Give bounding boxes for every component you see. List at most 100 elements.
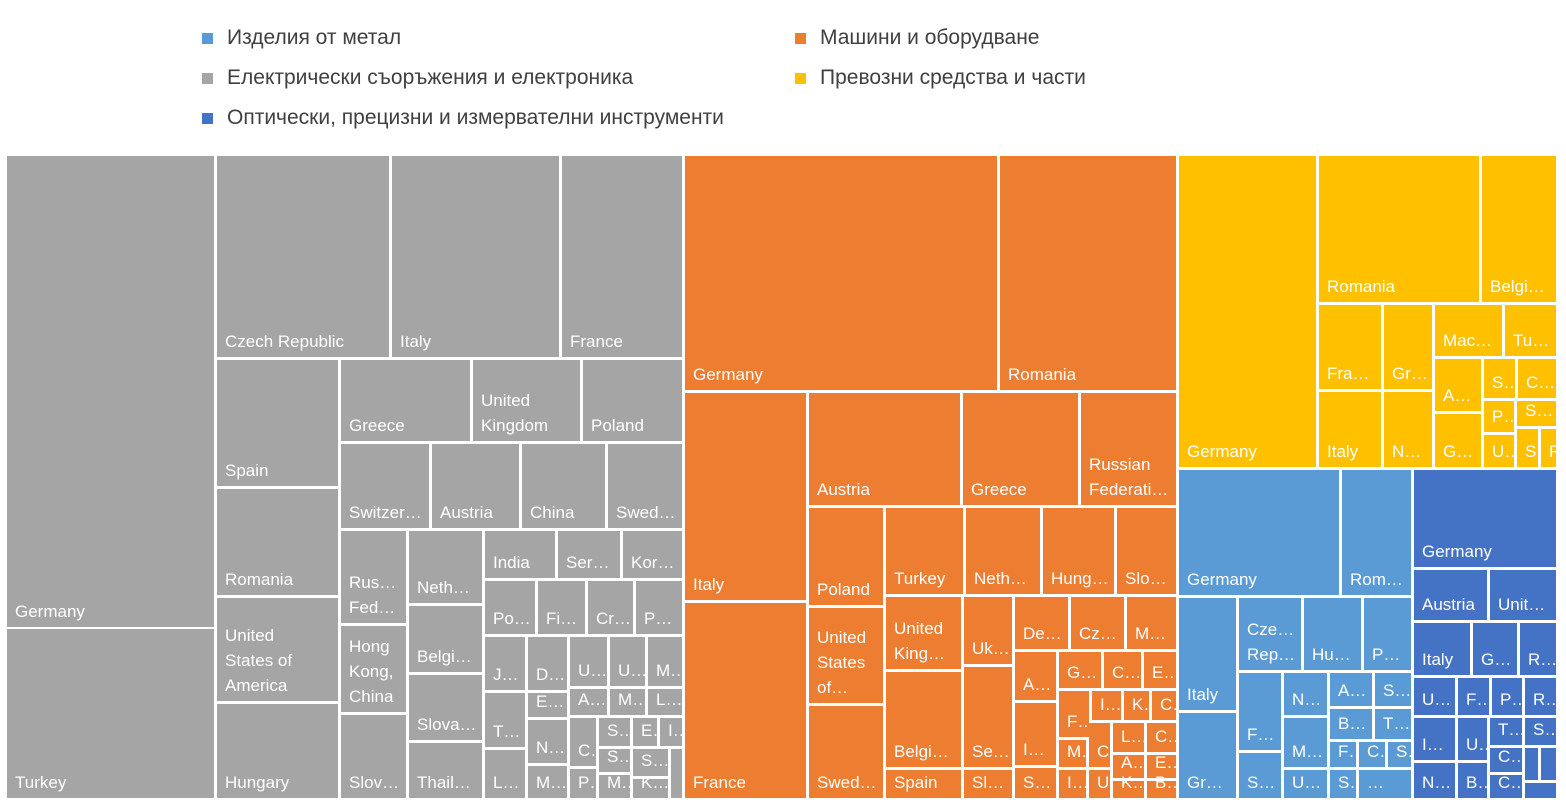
treemap-tile-ser [558,531,620,578]
treemap-tile-cz [1071,597,1124,649]
treemap-tile-n [1284,673,1327,715]
treemap-tile-m [648,637,682,686]
treemap-label-belgi: Belgi… [894,742,949,761]
treemap-tile-czech-republic [217,156,389,357]
treemap-tile-m [528,766,567,798]
treemap-label-poland: Poland [591,416,644,435]
treemap-tile-gr [1384,305,1432,389]
chart-legend: Изделия от метал Машини и оборудване Еле… [0,0,1566,150]
legend-label: Превозни средства и части [820,66,1086,89]
treemap-tile-a [1330,673,1372,706]
legend-item-vehicles: Превозни средства и части [795,63,1086,93]
treemap-tile-greece [341,360,470,441]
treemap-tile-e [1144,652,1176,688]
treemap-tile-sl [964,770,1012,798]
treemap-label-s: S… [607,747,635,766]
treemap-label-s: S… [1492,373,1520,392]
treemap-tile-a [1435,359,1481,411]
treemap-tile-p [1364,598,1411,670]
treemap-group-1: Germany Romania Italy France Austria Greece Ru… [685,156,1189,798]
treemap-tile-switzer [341,444,429,528]
treemap-tile-j [485,637,525,690]
treemap-label-china: China [530,503,575,522]
treemap-label-turkey: Turkey [15,773,67,792]
treemap-label-a: A… [1121,753,1149,772]
treemap-tile-n [1384,392,1432,467]
treemap-tile-a [570,689,607,715]
treemap-label-italy: Italy [1187,685,1219,704]
treemap-tile-u [610,637,645,686]
treemap-label-c: C… [1498,747,1527,766]
treemap-tile-swed [809,706,883,798]
treemap-label-g: G… [1067,663,1097,682]
legend-label: Изделия от метал [227,26,402,49]
treemap-label-s: S… [641,751,669,770]
treemap-tile-s [1330,770,1356,798]
treemap-tile-s [1484,359,1515,398]
legend-item-machines: Машини и оборудване [795,23,1039,53]
treemap-label-n: N… [1292,690,1321,709]
treemap-label-f: F… [1067,712,1094,731]
treemap-tile-s [1517,429,1538,467]
treemap-label-c: C… [1526,373,1555,392]
treemap-tile-cze-rep [1239,598,1301,670]
treemap-label-a: A… [1023,675,1051,694]
treemap-tile-n [1414,763,1455,798]
treemap-tile-l [1113,723,1144,752]
treemap-tile-c [1147,723,1176,752]
legend-swatch [795,72,806,84]
treemap-tile-spain [217,360,338,486]
treemap-label-neth: Neth… [417,578,470,597]
treemap-tile-austria [1414,570,1487,620]
treemap-label-e: E… [536,692,564,711]
treemap-tile-romania [1000,156,1176,390]
legend-swatch [202,32,213,44]
treemap-label-germany: Germany [1422,542,1492,561]
treemap-tile-italy [685,393,806,600]
legend-item-metal: Изделия от метал [202,23,401,53]
treemap-tile-united-kingdom [473,360,580,441]
treemap-label-u: U… [1292,773,1321,792]
treemap-tile-s [599,749,630,772]
treemap-label-spain: Spain [225,461,268,480]
treemap-tile-thail [409,743,482,798]
legend-swatch [795,32,806,44]
treemap-tile-p [570,769,596,798]
treemap-tile-r [1520,623,1556,675]
treemap-label-russian-federati: Russian Federati… [1089,455,1168,499]
treemap-label-rus-fed: Rus… Fed… [349,573,396,617]
treemap-label-f: F… [1247,725,1274,744]
treemap-tile-i [1414,718,1455,760]
treemap-tile-a [1113,755,1144,778]
treemap-label-hong-kong-china: Hong Kong, China [349,637,394,706]
treemap-tile-russian-federati [1081,393,1176,505]
treemap-tile-b [1330,709,1372,739]
treemap-tile-c [1490,775,1522,798]
treemap-tile-l [648,689,682,715]
treemap-tile-hungary [217,704,338,798]
treemap-label-p: P… [1372,645,1400,664]
treemap-tile-india [485,531,555,578]
treemap-label-greece: Greece [971,480,1027,499]
legend-label: Електрически съоръжения и електроника [227,66,634,89]
treemap-tile-c [1518,359,1556,398]
treemap-label-i: I… [1422,735,1444,754]
treemap-tile-g [1059,652,1101,688]
treemap-label-u: U… [1466,735,1495,754]
treemap-label-m: M… [618,690,649,709]
treemap-label-slov: Slov… [349,773,399,792]
treemap-label-unit: Unit… [1498,595,1545,614]
treemap-label-g: G… [1443,442,1473,461]
treemap-tile-hung [1043,508,1114,594]
treemap-label-n: N… [1422,773,1451,792]
treemap-label-hung: Hung… [1051,569,1109,588]
treemap-tile-g [1435,414,1481,467]
treemap-label-j: J… [493,665,519,684]
treemap-label-a: A… [1443,386,1471,405]
treemap-tile-k [1113,781,1144,798]
treemap-label-united-king: United King… [894,619,945,663]
legend-item-optical: Оптически, прецизни и измервателни инстр… [202,103,724,133]
treemap-label-s: S… [1533,720,1561,739]
treemap-label-de: De… [1023,624,1062,643]
